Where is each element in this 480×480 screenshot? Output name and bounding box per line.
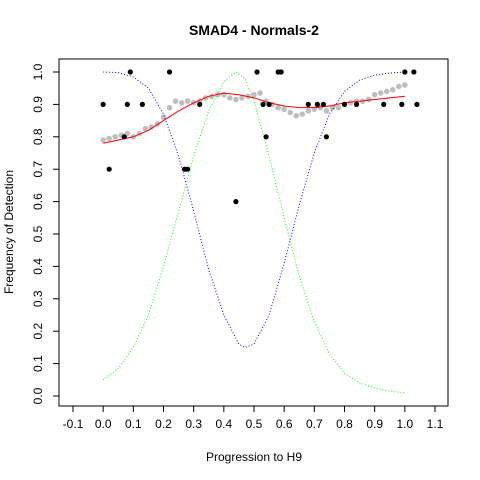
x-tick-label: 1.1 <box>427 417 444 431</box>
data-point <box>266 101 272 107</box>
smoothed-point <box>299 111 306 117</box>
y-axis-label: Frequency of Detection <box>2 170 16 294</box>
smoothed-point <box>275 104 281 111</box>
smoothed-point <box>389 87 396 93</box>
smoothed-point <box>371 91 378 98</box>
smoothed-point <box>347 99 354 106</box>
smoothed-point <box>365 96 372 103</box>
data-point <box>381 101 387 107</box>
y-tick-label: 0.1 <box>31 355 45 372</box>
x-tick-label: 0.4 <box>215 417 232 431</box>
data-point <box>124 101 130 107</box>
y-axis: 0.0 0.1 0.2 0.3 0.4 0.5 0.6 0.7 0.8 0.9 1.0 <box>31 63 59 404</box>
y-tick-label: 0.5 <box>31 225 45 242</box>
data-point <box>278 69 284 75</box>
data-point <box>411 69 417 75</box>
smoothed-point <box>377 90 384 96</box>
data-point <box>341 101 348 107</box>
dotted-curve-3 <box>103 71 405 348</box>
x-axis: -0.1 0.0 0.1 0.2 0.3 0.4 0.5 0.6 0.7 0.8 0.9 1.0 1.1 <box>63 406 444 431</box>
data-point <box>305 101 311 107</box>
data-point <box>260 101 266 107</box>
chart-title: SMAD4 - Normals-2 <box>189 22 319 38</box>
data-point <box>323 134 329 140</box>
smoothed-point <box>166 104 173 111</box>
smoothed-point <box>172 98 179 104</box>
dotted-curve-4 <box>102 71 405 394</box>
x-tick-label: 0.9 <box>366 417 383 431</box>
y-tick-label: 0.4 <box>31 258 45 275</box>
smoothed-point <box>383 88 390 95</box>
smoothed-point <box>142 125 149 132</box>
x-tick-label: 0.3 <box>185 417 202 431</box>
smoothed-point <box>281 106 287 113</box>
y-tick-label: 0.0 <box>31 387 45 404</box>
y-tick-label: 0.2 <box>31 323 45 340</box>
y-tick-label: 0.9 <box>31 96 45 113</box>
x-tick-label: 0.7 <box>306 417 323 431</box>
smoothed-point <box>329 104 336 111</box>
data-point <box>402 69 408 75</box>
smoothed-point <box>287 109 294 116</box>
y-tick-label: 0.6 <box>31 193 45 210</box>
x-tick-label: 0.8 <box>336 417 353 431</box>
x-tick-label: 0.5 <box>246 417 263 431</box>
smoothed-point <box>233 96 239 103</box>
x-axis-label: Progression to H9 <box>206 450 302 464</box>
smoothed-point <box>293 112 300 119</box>
data-point <box>100 101 106 107</box>
smoothed-point <box>227 95 233 101</box>
smoothed-point <box>112 134 119 140</box>
data-point <box>185 166 191 172</box>
smoothed-point <box>335 104 342 111</box>
data-point <box>254 69 260 75</box>
x-tick-label: -0.1 <box>63 417 84 431</box>
smoothed-point <box>396 83 402 90</box>
data-point <box>166 69 173 75</box>
plot-area <box>100 69 420 394</box>
data-point <box>414 101 420 107</box>
smoothed-point <box>178 99 185 106</box>
data-point <box>399 101 405 107</box>
x-tick-label: 0.2 <box>155 417 172 431</box>
x-tick-label: 0.1 <box>125 417 142 431</box>
smoothed-point <box>251 91 257 98</box>
data-point <box>127 69 133 75</box>
y-tick-label: 0.7 <box>31 161 45 178</box>
smoothed-point <box>257 90 263 96</box>
plot-frame <box>58 58 449 407</box>
fit-line <box>103 92 405 144</box>
data-point <box>106 166 112 172</box>
smoothed-point <box>323 108 330 114</box>
data-point <box>139 101 145 107</box>
smoothed-point <box>402 82 408 88</box>
y-tick-label: 0.8 <box>31 128 45 145</box>
data-point <box>263 134 269 140</box>
data-point <box>314 101 320 107</box>
smoothed-point <box>184 98 191 104</box>
smoothed-point <box>148 124 155 130</box>
x-tick-label: 1.0 <box>396 417 413 431</box>
y-tick-label: 0.3 <box>31 290 45 307</box>
data-point <box>121 134 127 140</box>
smoothed-point <box>106 135 112 142</box>
smoothed-point <box>100 137 106 143</box>
y-tick-label: 1.0 <box>31 63 45 80</box>
x-tick-label: 0.0 <box>95 417 112 431</box>
smoothed-point <box>305 108 312 114</box>
x-tick-label: 0.6 <box>276 417 293 431</box>
smoothed-point <box>239 95 245 101</box>
data-point <box>233 199 239 205</box>
data-point <box>353 101 360 107</box>
data-point <box>320 101 326 107</box>
data-point <box>197 101 203 107</box>
